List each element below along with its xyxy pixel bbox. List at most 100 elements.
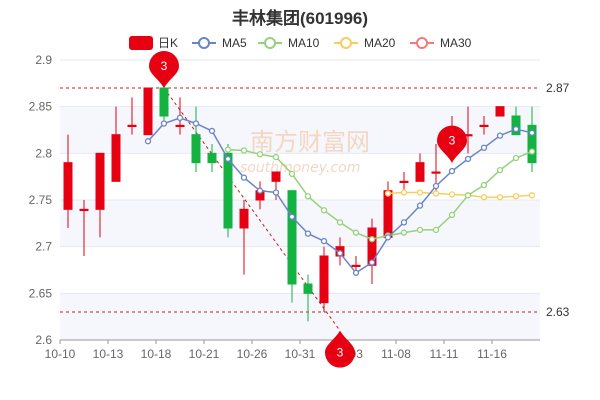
ma5-point — [304, 230, 312, 237]
ma5-point — [256, 187, 264, 194]
marker-pin: 3 — [149, 51, 179, 88]
ma10-point — [240, 147, 248, 154]
marker-label: 3 — [337, 346, 344, 360]
candle-body — [431, 171, 441, 174]
legend-label: 日K — [158, 36, 178, 50]
ma10-point — [512, 154, 520, 162]
candle-body — [63, 162, 73, 210]
candle-body — [223, 152, 233, 229]
legend-label: MA10 — [288, 36, 320, 50]
ma20-point — [384, 190, 392, 197]
x-tick-label: 11-11 — [430, 347, 459, 361]
legend-item: MA5 — [192, 36, 247, 50]
x-tick-label: 10-13 — [93, 347, 124, 361]
reference-label: 2.87 — [546, 81, 570, 95]
legend-item: MA10 — [258, 36, 320, 50]
ma20-point — [432, 190, 440, 197]
ma5-point — [192, 120, 200, 127]
ma5-point — [512, 125, 520, 133]
candle-body — [527, 124, 537, 164]
x-tick-label: 10-26 — [237, 347, 268, 361]
trend-line — [163, 87, 341, 331]
ma10-point — [304, 193, 312, 200]
candle-body — [511, 115, 521, 136]
x-tick-label: 10-10 — [45, 347, 76, 361]
candle-body — [351, 264, 361, 268]
x-tick-label: 11-08 — [381, 347, 411, 361]
legend-swatch — [129, 36, 153, 50]
y-tick-label: 2.9 — [35, 53, 52, 67]
ma5-point — [496, 132, 504, 139]
watermark-text: 南方财富网 — [250, 128, 370, 156]
reference-label: 2.63 — [546, 305, 570, 319]
ma10-point — [368, 236, 376, 243]
ma5-point — [480, 144, 488, 151]
ma20-point — [480, 194, 488, 201]
ma5-point — [240, 174, 248, 181]
candle-body — [239, 208, 249, 229]
candle-body — [399, 180, 409, 184]
watermark-url: southmoney.com — [240, 160, 360, 176]
candle-body — [191, 134, 201, 164]
ma10-point — [336, 219, 344, 226]
marker-shape — [149, 51, 179, 88]
ma5-point — [528, 129, 536, 136]
ma10-point — [480, 181, 488, 189]
ma10-line — [227, 148, 533, 240]
candle-body — [207, 152, 217, 164]
marker-pin: 3 — [437, 125, 467, 163]
candle-body — [127, 124, 137, 128]
candle-body — [415, 162, 425, 182]
ma5-point — [384, 234, 392, 241]
ma10-point — [352, 229, 360, 236]
marker-shape — [437, 125, 467, 163]
ma5-point — [432, 182, 440, 190]
legend-swatch-marker — [264, 37, 276, 49]
ma20-point — [400, 189, 408, 196]
marker-label: 3 — [161, 59, 168, 73]
ma5-point — [320, 237, 328, 245]
ma10-point — [464, 192, 472, 199]
x-tick-label: 10-21 — [189, 347, 220, 361]
ma5-point — [160, 120, 168, 127]
candle-body — [479, 124, 489, 128]
legend-label: MA30 — [440, 36, 472, 50]
ma5-point — [336, 250, 344, 257]
y-tick-label: 2.85 — [29, 100, 53, 114]
ma5-point — [368, 259, 376, 266]
candle-body — [159, 87, 169, 117]
x-tick-label: 10-31 — [285, 347, 316, 361]
x-tick-label: 11-16 — [477, 347, 507, 361]
chart-title: 丰林集团(601996) — [231, 9, 369, 28]
ma10-point — [400, 229, 408, 236]
ma20-line — [387, 191, 533, 198]
candle-body — [175, 124, 185, 128]
ma10-point — [416, 226, 424, 234]
legend-swatch-marker — [340, 37, 352, 49]
y-tick-label: 2.6 — [35, 333, 52, 347]
marker-pin: 3 — [325, 330, 355, 368]
ma20-point — [512, 193, 520, 200]
candle-body — [495, 106, 505, 117]
candle-body — [287, 190, 297, 285]
candle-body — [143, 87, 153, 136]
ma10-point — [288, 170, 296, 178]
ma20-point — [448, 191, 456, 198]
legend-item: 日K — [129, 36, 178, 50]
marker-label: 3 — [449, 134, 456, 148]
legend-label: MA20 — [364, 36, 396, 50]
x-tick-label: 10-18 — [141, 347, 172, 361]
ma5-point — [144, 138, 152, 145]
marker-shape — [325, 330, 355, 368]
legend-label: MA5 — [222, 36, 247, 50]
y-tick-label: 2.7 — [35, 240, 52, 254]
legend-swatch-marker — [198, 37, 210, 49]
candle-body — [111, 134, 121, 182]
ma5-point — [208, 127, 216, 135]
ma5-point — [288, 213, 296, 220]
plot-band — [60, 293, 540, 340]
ma10-point — [320, 207, 328, 214]
ma5-point — [352, 269, 360, 276]
